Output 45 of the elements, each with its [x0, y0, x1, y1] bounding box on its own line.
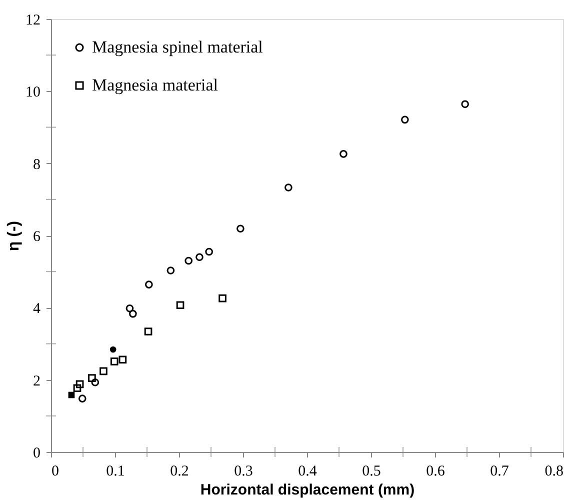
- point: [284, 184, 292, 192]
- point: [461, 100, 469, 108]
- y-tick-label: 0: [33, 446, 40, 462]
- x-tick-label: 0.2: [170, 464, 189, 480]
- point: [166, 266, 175, 274]
- x-tick-label: 0.8: [544, 464, 564, 480]
- point: [218, 294, 226, 302]
- point: [184, 256, 193, 265]
- point: [88, 374, 96, 382]
- point: [144, 328, 152, 336]
- point: [118, 356, 127, 364]
- y-tick-label: 10: [26, 84, 40, 101]
- x-tick-label: 0.1: [106, 464, 125, 480]
- point: [176, 301, 184, 310]
- x-tick-label: 0.6: [426, 464, 446, 480]
- y-axis-title: η (-): [6, 220, 22, 252]
- point: [129, 310, 137, 318]
- x-tick-label: 0: [52, 464, 59, 480]
- point: [91, 378, 100, 386]
- x-tick-label: 0.4: [298, 464, 318, 480]
- point: [78, 394, 86, 402]
- point: [340, 150, 348, 158]
- point: [73, 384, 82, 392]
- x-axis-title: Horizontal displacement (mm): [200, 482, 415, 498]
- x-tick-label: 0.3: [234, 464, 253, 480]
- x-tick-label: 0.7: [490, 464, 510, 480]
- point: [401, 116, 409, 124]
- y-tick-label: 8: [33, 156, 40, 173]
- point: [205, 248, 213, 256]
- point: [196, 253, 204, 262]
- point: [126, 304, 134, 312]
- y-tick-label: 2: [33, 373, 40, 390]
- point: [236, 224, 244, 233]
- point: [76, 380, 84, 388]
- point: [145, 280, 153, 288]
- point: [110, 346, 116, 353]
- point: [110, 358, 118, 366]
- y-tick-label: 12: [26, 12, 40, 28]
- point: [68, 392, 75, 398]
- x-tick-label: 0.5: [362, 464, 381, 480]
- y-tick-label: 4: [33, 301, 41, 318]
- legend-label: Magnesia material: [92, 76, 218, 94]
- y-tick-label: 6: [33, 229, 41, 245]
- legend-label: Magnesia spinel material: [92, 38, 264, 56]
- point: [100, 367, 108, 376]
